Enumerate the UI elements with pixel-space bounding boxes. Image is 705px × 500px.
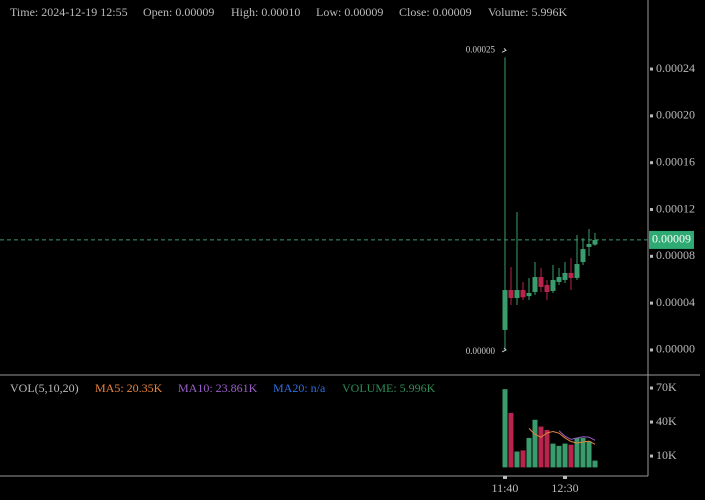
candle-body xyxy=(544,284,550,293)
candle-body xyxy=(508,290,514,298)
y-tick-mark xyxy=(650,454,653,458)
y-tick-label: 10K xyxy=(656,448,677,462)
y-tick-mark xyxy=(650,420,653,424)
candle-body xyxy=(520,290,526,298)
y-tick-label: 0.00004 xyxy=(656,295,695,309)
header-open: Open: 0.00009 xyxy=(143,5,214,19)
volume-bar xyxy=(556,445,562,468)
candle-body xyxy=(568,272,574,278)
y-tick-label: 0.00000 xyxy=(656,342,695,356)
y-tick-label: 0.00016 xyxy=(656,154,695,168)
volume-bar xyxy=(526,437,532,468)
ma-line xyxy=(528,428,596,445)
y-tick-label: 0.00008 xyxy=(656,248,695,262)
min-pointer xyxy=(501,347,507,353)
header-close: Close: 0.00009 xyxy=(399,5,472,19)
candle-body xyxy=(592,239,598,245)
y-tick-label: 70K xyxy=(656,380,677,394)
volume-bar xyxy=(508,412,514,468)
candle-body xyxy=(586,244,592,247)
y-tick-label: 0.00012 xyxy=(656,201,695,215)
x-tick-label: 12:30 xyxy=(551,481,578,495)
candle-body xyxy=(580,249,586,263)
y-tick-mark xyxy=(650,67,653,71)
candle-body xyxy=(532,277,538,293)
volume-bar xyxy=(580,437,586,468)
y-tick-mark xyxy=(650,208,653,212)
legend-entry: MA20: n/a xyxy=(273,381,326,395)
volume-bar xyxy=(586,441,592,468)
y-tick-mark xyxy=(650,348,653,352)
y-tick-label: 0.00020 xyxy=(656,108,695,122)
header-low: Low: 0.00009 xyxy=(316,5,383,19)
y-tick-label: 40K xyxy=(656,414,677,428)
y-tick-mark xyxy=(650,301,653,305)
y-tick-mark xyxy=(650,254,653,258)
legend-entry: VOLUME: 5.996K xyxy=(342,381,436,395)
max-annotation: 0.00025 xyxy=(466,44,496,54)
volume-bar xyxy=(544,429,550,468)
volume-title: VOL(5,10,20) xyxy=(10,381,79,395)
header-volume: Volume: 5.996K xyxy=(488,5,567,19)
y-tick-mark xyxy=(650,161,653,165)
candle-body xyxy=(514,290,520,298)
y-tick-label: 0.00024 xyxy=(656,61,695,75)
volume-bar xyxy=(550,443,556,468)
volume-bar xyxy=(538,426,544,468)
volume-bar xyxy=(574,437,580,468)
candle-body xyxy=(556,277,562,282)
candle-body xyxy=(562,272,568,280)
legend-entry: MA5: 20.35K xyxy=(95,381,163,395)
legend-entry: MA10: 23.861K xyxy=(178,381,258,395)
min-annotation: 0.00000 xyxy=(466,346,496,356)
last-price-label: 0.00009 xyxy=(652,232,691,246)
ma-line xyxy=(558,430,596,441)
y-tick-mark xyxy=(650,386,653,390)
volume-bar xyxy=(514,451,520,468)
header-high: High: 0.00010 xyxy=(231,5,300,19)
volume-bar xyxy=(502,389,508,468)
last-price-box xyxy=(649,230,694,249)
volume-bar xyxy=(520,450,526,468)
volume-bar xyxy=(562,443,568,468)
volume-bar xyxy=(532,419,538,468)
volume-bar xyxy=(592,460,598,468)
candle-body xyxy=(538,277,544,287)
candle-body xyxy=(550,279,556,291)
volume-bar xyxy=(568,444,574,468)
candle-body xyxy=(574,264,580,278)
x-tick-label: 11:40 xyxy=(492,481,519,495)
y-tick-mark xyxy=(650,114,653,118)
x-tick-mark xyxy=(503,476,507,479)
candle-body xyxy=(502,290,508,330)
candle-body xyxy=(526,292,532,297)
header-time: Time: 2024-12-19 12:55 xyxy=(10,5,128,19)
max-pointer xyxy=(501,47,507,53)
x-tick-mark xyxy=(563,476,567,479)
